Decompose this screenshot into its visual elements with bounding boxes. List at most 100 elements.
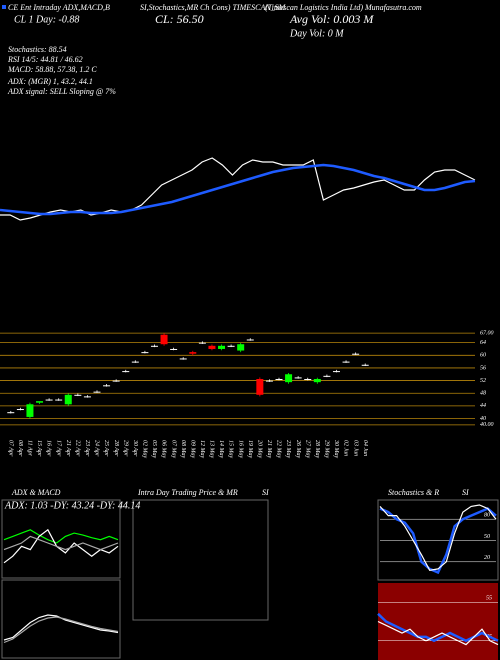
x-tick-label: 28 May (314, 440, 320, 458)
y-tick-label: 52 (480, 378, 486, 384)
candle-body (16, 409, 24, 411)
series-line (3, 528, 119, 564)
candle-body (112, 380, 120, 382)
candle-body (294, 377, 302, 379)
candle-body (141, 352, 149, 354)
candle-body (285, 374, 293, 383)
x-tick-label: 06 May (161, 440, 167, 458)
candle-body (246, 339, 254, 341)
x-tick-label: 07 May (170, 440, 176, 458)
x-tick-label: 21 Apr (65, 440, 71, 457)
x-tick-label: 26 May (295, 440, 301, 458)
x-tick-label: 20 May (256, 440, 262, 458)
candle-body (304, 379, 312, 380)
avg-vol: Avg Vol: 0.003 M (289, 12, 374, 26)
series-line (377, 620, 499, 646)
candle-body (160, 334, 168, 345)
series-line (379, 504, 497, 571)
stat: Stochastics: 88.54 (8, 45, 67, 54)
series-line (379, 507, 497, 575)
x-tick-label: 11 Apr (27, 440, 33, 457)
candle-body (93, 391, 101, 393)
y-tick-label: 44 (480, 402, 486, 409)
candle-body (131, 361, 139, 363)
series-line (3, 529, 119, 544)
candle-body (26, 404, 34, 417)
candle-body (36, 401, 44, 403)
panel-subtitle: SI (262, 488, 269, 497)
x-tick-label: 21 May (266, 440, 272, 458)
y-tick-label: 56 (480, 365, 486, 371)
x-tick-label: 30 May (333, 439, 339, 458)
x-tick-label: 27 May (304, 440, 310, 458)
x-tick-label: 13 May (209, 440, 215, 458)
candle-body (198, 342, 206, 344)
candle-body (55, 399, 63, 401)
x-tick-label: 17 Apr (55, 440, 61, 457)
candle-body (103, 385, 111, 387)
x-tick-label: 02 Jun (343, 440, 349, 456)
stat: RSI 14/5: 44.81 / 46.62 (7, 55, 83, 64)
candle-body (218, 345, 226, 349)
candle-body (342, 361, 350, 363)
candle-body (323, 375, 331, 377)
stat: ADX signal: SELL Sloping @ 7% (7, 87, 116, 96)
candle-body (64, 394, 72, 405)
panel-background (378, 583, 498, 660)
candle-body (45, 399, 53, 401)
y-tick-label: 48 (480, 390, 486, 397)
candle-body (150, 345, 158, 347)
candle-body (332, 371, 340, 373)
x-tick-label: 22 May (276, 440, 282, 458)
panel-subtitle: ADX: 1.03 -DY: 43.24 -DY: 44.14 (4, 500, 140, 511)
x-tick-label: 23 May (285, 440, 291, 458)
candle-body (352, 353, 360, 355)
legend-swatch (2, 5, 6, 9)
series-line (3, 616, 119, 644)
y-tick-label: 40 (480, 415, 486, 422)
panel-title: ADX & MACD (11, 488, 61, 497)
panel-frame (1, 499, 121, 579)
x-tick-label: 08 Apr (17, 440, 23, 457)
candle-body (74, 394, 82, 396)
x-tick-label: 04 Jun (362, 440, 369, 456)
x-tick-label: 15 Apr (36, 440, 42, 457)
x-tick-label: 16 May (237, 440, 243, 458)
panel-subtitle: SI (462, 488, 469, 497)
x-tick-label: 30 Apr (132, 439, 138, 457)
stat: ADX: (MGR) 1, 43.2, 44.1 (7, 77, 93, 86)
x-tick-label: 16 Apr (46, 440, 52, 457)
x-tick-label: 23 Apr (84, 440, 90, 457)
x-tick-label: 29 Apr (122, 440, 128, 457)
y-tick-label: 67.00 (480, 331, 494, 337)
candle-body (265, 380, 273, 382)
y-tick-label: 60 (480, 353, 486, 359)
x-tick-label: 28 Apr (113, 440, 119, 457)
x-tick-label: 03 Jun (352, 440, 358, 456)
candle-body (313, 379, 321, 383)
y-tick-label: 55 (486, 596, 492, 602)
x-tick-label: 07 Apr (7, 440, 13, 457)
x-tick-label: 02 May (142, 440, 148, 458)
x-tick-label: 05 May (151, 440, 157, 458)
close: CL: 56.50 (155, 12, 204, 26)
panel-frame (377, 499, 499, 581)
series-line (0, 157, 476, 221)
candle-body (208, 345, 216, 349)
panel-frame (132, 499, 269, 621)
series-line (0, 163, 476, 216)
day-vol: Day Vol: 0 M (289, 28, 344, 39)
day-change: CL 1 Day: -0.88 (14, 14, 79, 25)
y-tick-label: 80 (484, 513, 490, 519)
candle-body (7, 412, 15, 414)
header-text: (Timescan Logistics India Ltd) Munafasut… (265, 3, 422, 12)
candle-body (170, 348, 178, 350)
x-tick-label: 29 May (324, 440, 330, 458)
y-tick-label: 50 (484, 534, 490, 540)
y-tick-label: 20 (484, 555, 490, 561)
x-tick-label: 24 Apr (94, 440, 101, 457)
candle-body (122, 371, 130, 373)
x-tick-label: 12 May (199, 440, 205, 458)
header-text: Ch Cons) TIMESCAN_SM (200, 3, 287, 12)
